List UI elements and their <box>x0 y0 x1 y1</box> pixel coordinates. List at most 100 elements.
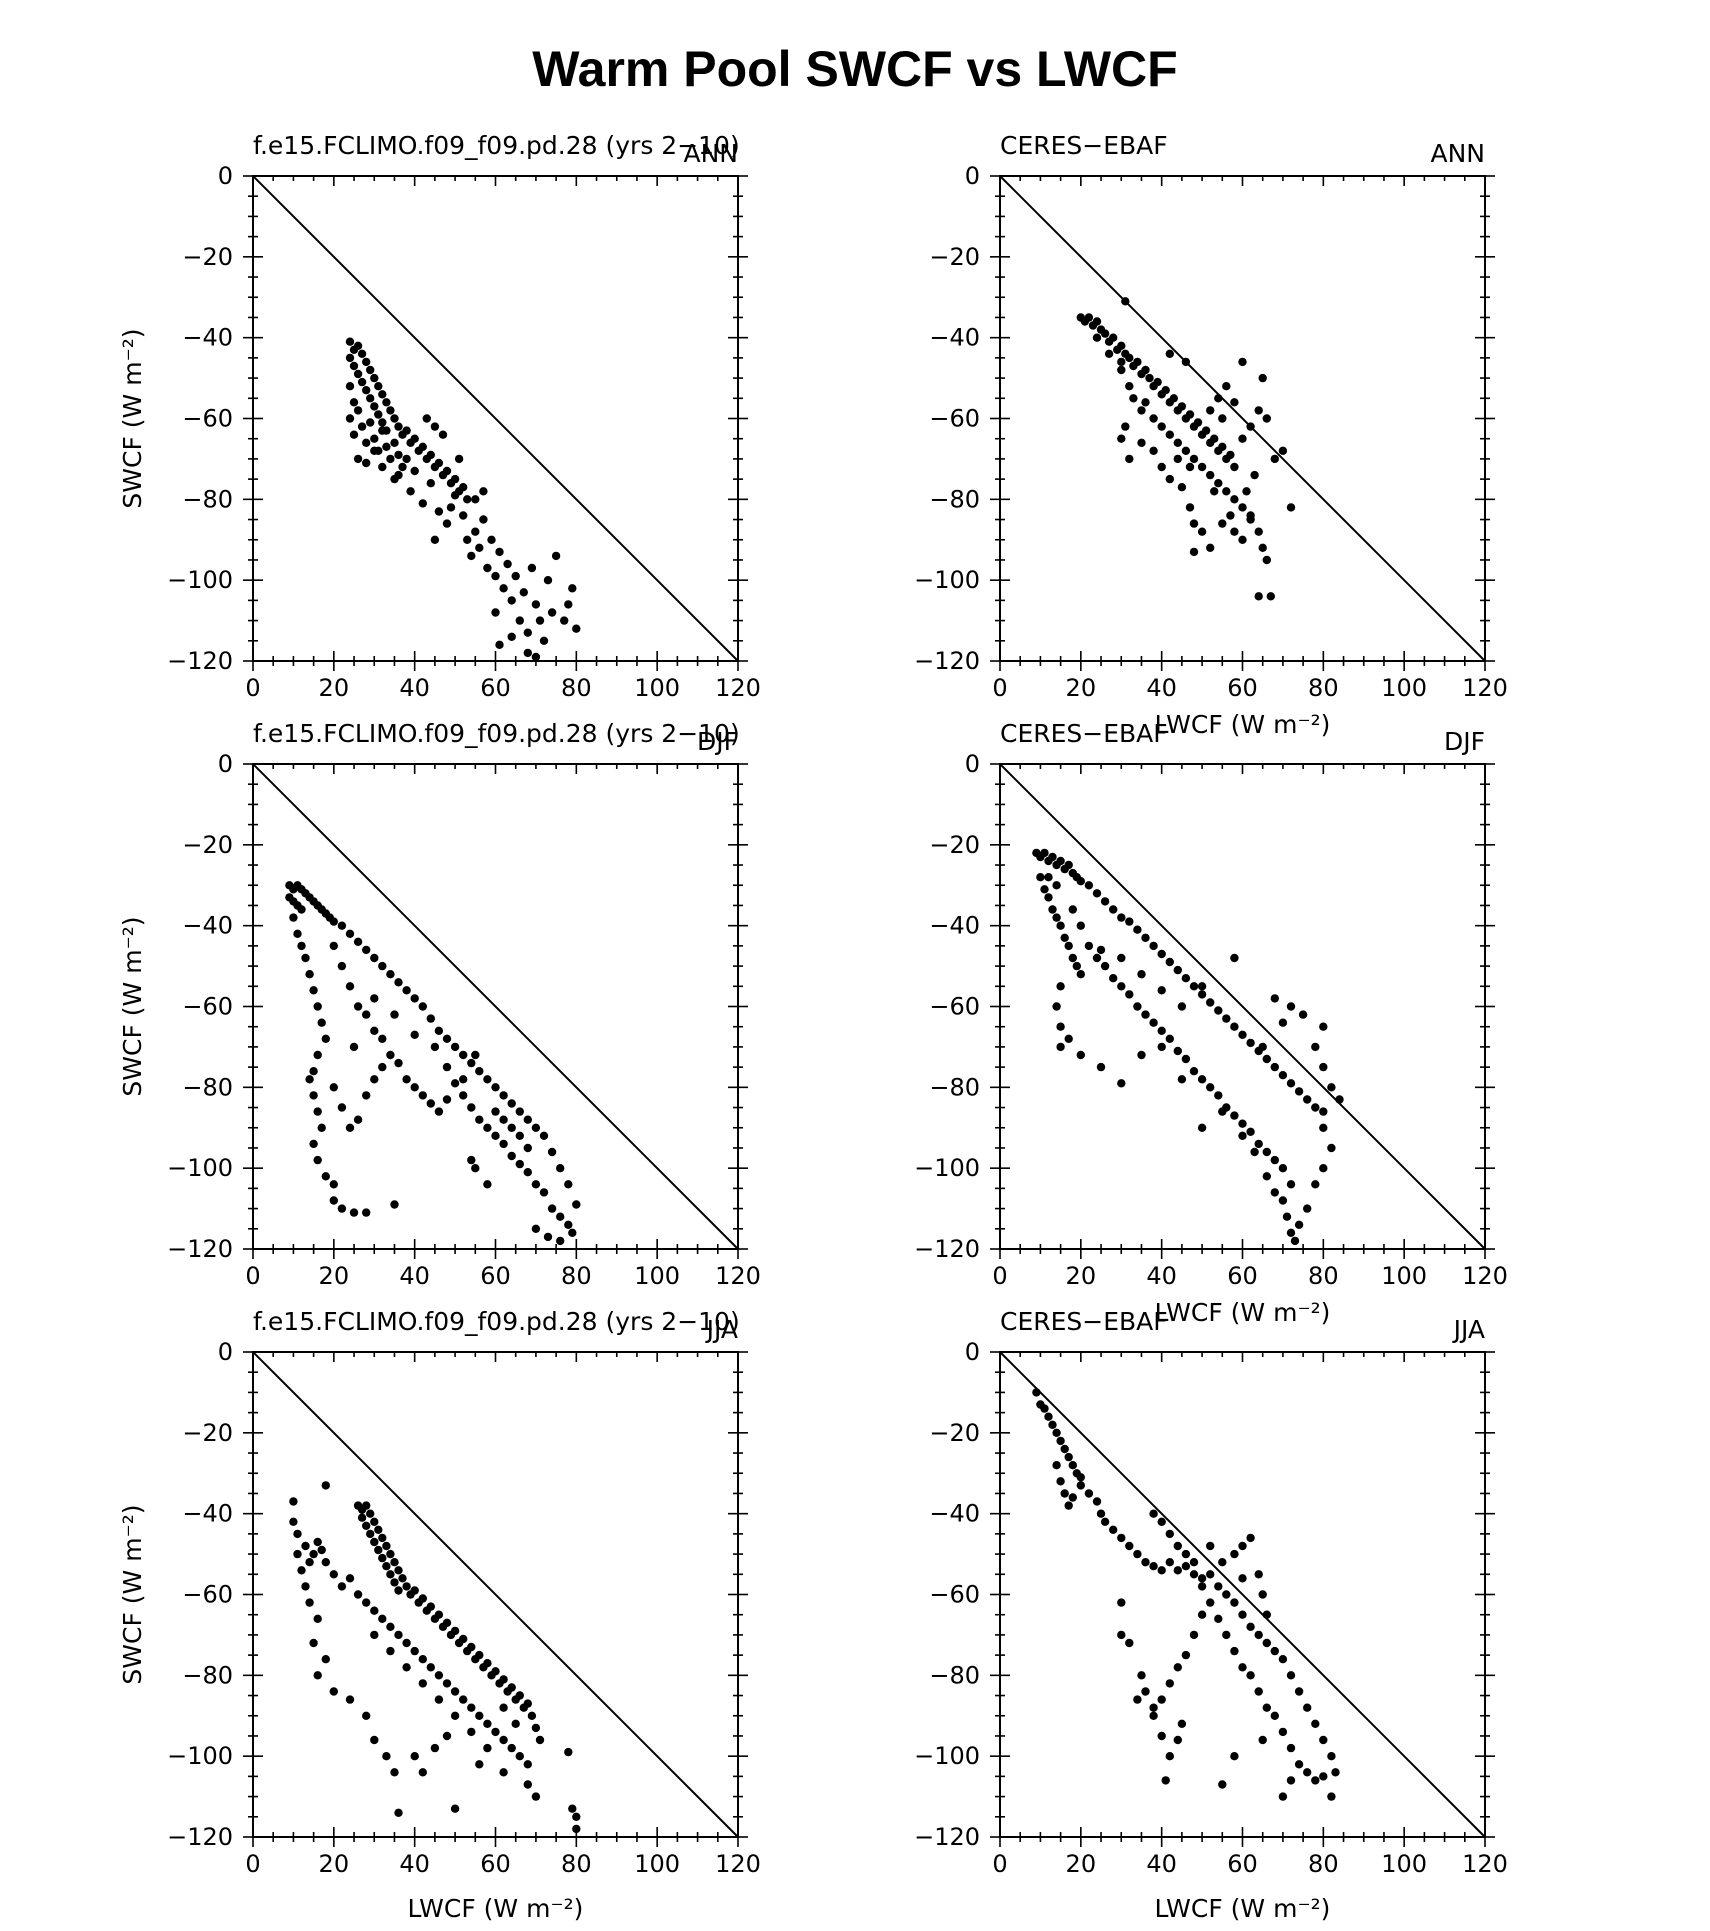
data-point <box>511 571 520 581</box>
data-point <box>1141 365 1150 375</box>
data-point <box>1149 1711 1158 1721</box>
data-point <box>317 1545 326 1555</box>
data-point <box>1230 527 1239 536</box>
data-point <box>479 487 488 496</box>
data-point <box>1206 1570 1215 1579</box>
data-point <box>568 584 577 593</box>
data-point <box>313 1537 322 1547</box>
data-point <box>1258 373 1267 383</box>
y-tick-label: −20 <box>929 1419 980 1447</box>
y-tick-label: −60 <box>929 993 980 1021</box>
data-point <box>1294 1687 1304 1696</box>
data-point <box>378 1614 387 1624</box>
data-point <box>1294 1220 1304 1230</box>
data-point <box>491 1131 500 1141</box>
data-point <box>394 422 403 431</box>
data-point <box>1181 357 1191 367</box>
data-point <box>491 571 500 581</box>
y-tick-label: −40 <box>182 324 233 352</box>
data-point <box>1222 1014 1231 1023</box>
data-point <box>1286 1743 1296 1753</box>
data-point <box>1092 1497 1102 1506</box>
data-point <box>459 511 468 520</box>
data-point <box>370 994 379 1003</box>
x-tick-label: 40 <box>399 1262 430 1290</box>
y-tick-label: −80 <box>182 1661 233 1689</box>
data-point <box>1153 377 1162 387</box>
data-point <box>454 454 464 464</box>
data-point <box>1319 1164 1328 1173</box>
data-point <box>357 349 367 358</box>
data-point <box>370 402 379 411</box>
data-point <box>1222 487 1231 496</box>
panel-left-label: CERES−EBAF <box>1000 1307 1168 1336</box>
y-tick-label: 0 <box>965 750 980 778</box>
data-point <box>1125 454 1134 464</box>
data-point <box>1121 297 1130 306</box>
data-point <box>390 1200 399 1209</box>
x-tick-label: 20 <box>319 1850 350 1878</box>
data-point <box>1056 1042 1065 1052</box>
data-point <box>1173 1663 1183 1672</box>
data-point <box>1262 1638 1272 1648</box>
data-point <box>556 1164 565 1173</box>
data-point <box>539 1131 549 1141</box>
data-point <box>349 398 359 407</box>
data-point <box>467 1155 476 1165</box>
data-point <box>1246 1038 1255 1048</box>
data-point <box>1222 1590 1231 1599</box>
data-point <box>450 1079 460 1088</box>
data-point <box>1270 1155 1280 1165</box>
data-point <box>1056 1477 1065 1486</box>
data-point <box>357 422 367 431</box>
data-point <box>309 1091 318 1100</box>
data-point <box>1286 1776 1296 1785</box>
y-tick-label: −80 <box>182 1073 233 1101</box>
data-point <box>1117 1079 1126 1088</box>
data-point <box>434 1610 444 1619</box>
data-point <box>572 1812 581 1822</box>
data-point <box>1060 1444 1069 1454</box>
data-point <box>1262 1610 1272 1619</box>
data-point <box>1278 1018 1288 1027</box>
data-point <box>1238 535 1247 544</box>
x-tick-label: 80 <box>1308 1262 1339 1290</box>
data-point <box>1056 1022 1065 1031</box>
data-point <box>1100 897 1110 906</box>
data-point <box>378 1062 387 1072</box>
data-point <box>499 1768 508 1777</box>
y-tick-label: −60 <box>182 405 233 433</box>
data-point <box>345 1695 355 1704</box>
x-tick-label: 0 <box>245 674 260 702</box>
data-point <box>353 369 363 379</box>
data-point <box>523 1699 532 1708</box>
data-point <box>475 1115 484 1124</box>
y-tick-label: −40 <box>182 1500 233 1528</box>
data-point <box>1125 1541 1134 1551</box>
x-tick-label: 60 <box>1227 1262 1258 1290</box>
data-point <box>293 1549 302 1559</box>
data-point <box>1218 519 1227 528</box>
data-point <box>495 547 504 557</box>
data-point <box>1262 1147 1272 1157</box>
data-point <box>362 386 371 395</box>
y-axis-label: SWCF (W m⁻²) <box>118 328 147 508</box>
data-point <box>547 608 557 617</box>
data-point <box>564 1747 573 1757</box>
data-point <box>1246 1671 1255 1680</box>
data-point <box>1197 527 1207 536</box>
data-point <box>394 450 403 460</box>
data-point <box>301 1541 310 1551</box>
data-point <box>1040 1404 1049 1413</box>
data-point <box>1294 1760 1304 1769</box>
data-point <box>1084 941 1094 951</box>
data-point <box>345 1123 355 1133</box>
data-point <box>1238 1030 1247 1040</box>
data-point <box>1104 349 1114 358</box>
data-point <box>515 1159 524 1169</box>
data-point <box>1286 1180 1296 1189</box>
x-tick-label: 20 <box>1066 1850 1097 1878</box>
data-point <box>459 1634 468 1644</box>
data-point <box>1238 357 1247 367</box>
data-point <box>337 921 347 930</box>
